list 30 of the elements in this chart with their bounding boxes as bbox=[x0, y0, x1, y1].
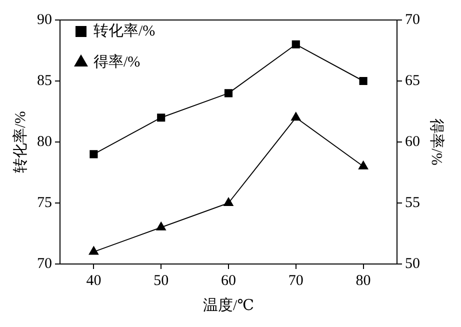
point bbox=[224, 198, 234, 206]
point bbox=[156, 222, 166, 230]
y-tick-label: 70 bbox=[37, 256, 52, 272]
y2-tick-label: 65 bbox=[405, 72, 420, 89]
point bbox=[90, 150, 98, 158]
point bbox=[359, 76, 368, 86]
y2-tick-label: 55 bbox=[405, 194, 420, 211]
x-tick-label: 70 bbox=[288, 272, 304, 289]
point bbox=[88, 246, 99, 255]
y-tick-label: 80 bbox=[37, 134, 52, 150]
point bbox=[224, 89, 233, 98]
y-axis-title: 转化率/% bbox=[12, 111, 29, 173]
legend-label: 得率/% bbox=[94, 53, 140, 70]
point bbox=[291, 112, 301, 121]
y2-tick-label: 50 bbox=[405, 256, 420, 272]
x-axis-title: 温度/℃ bbox=[203, 296, 254, 314]
point bbox=[358, 160, 368, 170]
x-tick-label: 80 bbox=[356, 272, 371, 289]
x-tick-label: 50 bbox=[154, 272, 169, 289]
legend-label: 转化率/% bbox=[94, 22, 156, 40]
y2-tick-label: 70 bbox=[405, 12, 420, 28]
point bbox=[292, 40, 300, 48]
y2-axis-title: 得率/% bbox=[428, 118, 446, 166]
y-tick-label: 85 bbox=[37, 72, 52, 89]
point bbox=[157, 114, 166, 122]
y-tick-label: 75 bbox=[37, 194, 52, 211]
y-tick-label: 90 bbox=[37, 12, 52, 28]
y2-tick-label: 60 bbox=[405, 134, 420, 150]
x-tick-label: 40 bbox=[86, 272, 102, 289]
x-tick-label: 60 bbox=[221, 272, 236, 289]
